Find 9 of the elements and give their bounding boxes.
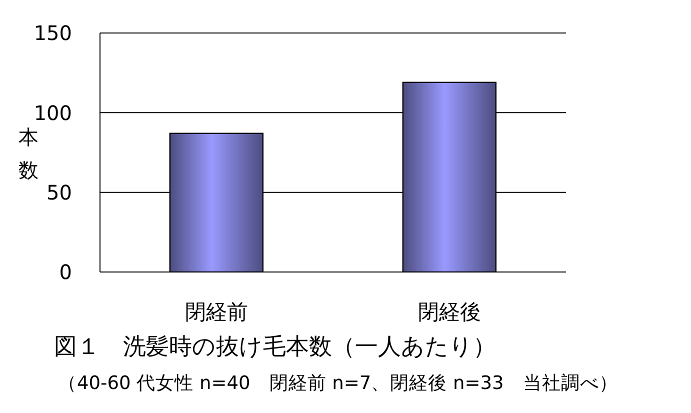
y-axis-title: 本数 [18, 125, 38, 182]
y-tick-label: 100 [34, 100, 72, 125]
y-tick-label: 50 [46, 180, 72, 204]
text: 図１ 洗髪時の抜け毛本数（一人あたり） [54, 334, 496, 362]
x-tick-label: 閉経前 [185, 300, 248, 324]
y-tick-label: 0 [59, 260, 72, 284]
text: （40-60 代女性 n=40 閉経前 n=7、閉経後 n=33 当社調べ） [58, 373, 618, 396]
x-tick-label: 閉経後 [418, 300, 481, 324]
y-tick-label: 150 [34, 21, 72, 46]
